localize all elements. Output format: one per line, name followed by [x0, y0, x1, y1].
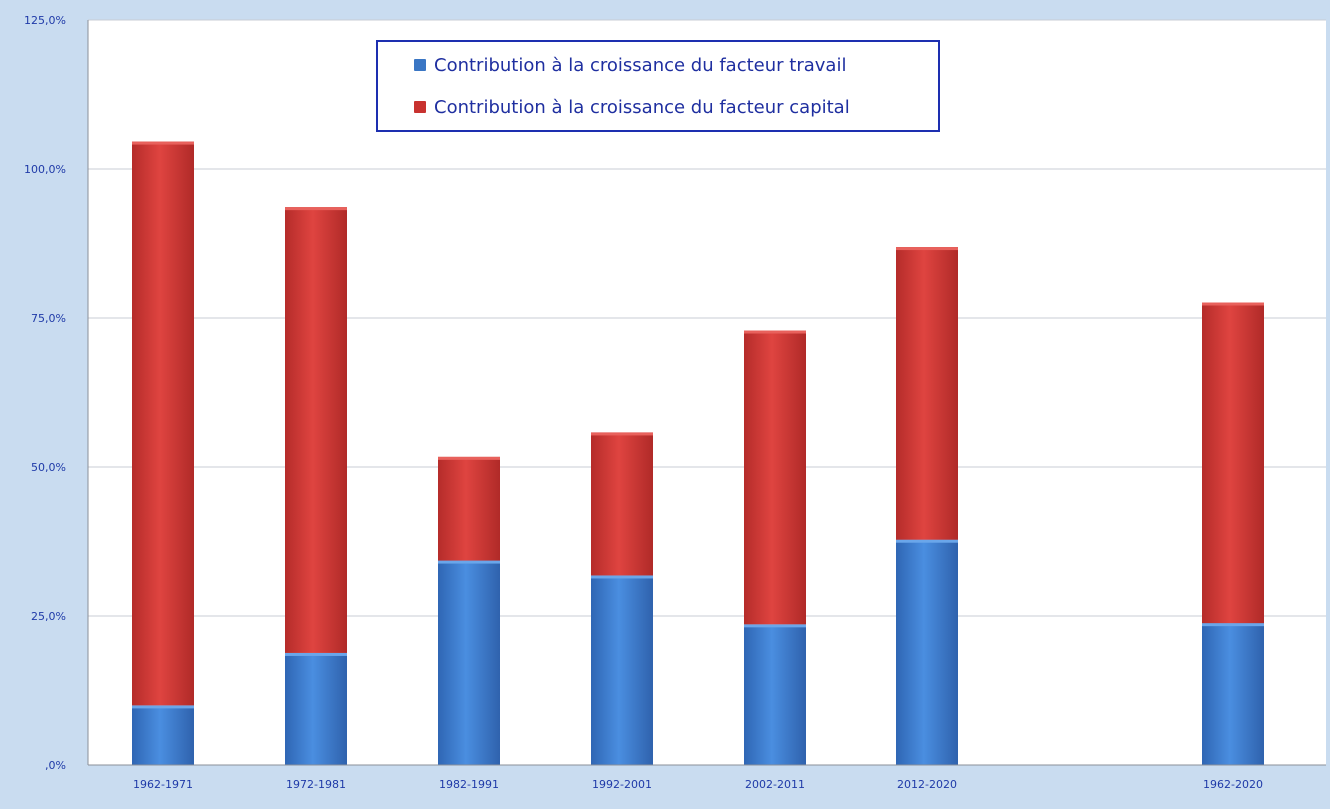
bar-travail [591, 575, 653, 765]
x-tick-label: 1982-1991 [439, 778, 499, 791]
bar-top-highlight [132, 705, 194, 709]
legend-swatch-travail [414, 59, 426, 71]
x-tick-label: 1972-1981 [286, 778, 346, 791]
bar-capital [591, 432, 653, 576]
y-tick-label: ,0% [45, 759, 66, 772]
bar-top-highlight [285, 207, 347, 211]
bar-top-highlight [744, 624, 806, 628]
bar-capital [1202, 302, 1264, 624]
x-tick-label: 1992-2001 [592, 778, 652, 791]
bar-top-highlight [744, 330, 806, 334]
bar-top-highlight [591, 575, 653, 579]
bar-top-highlight [438, 560, 500, 564]
bar-travail [132, 705, 194, 765]
x-tick-label: 2012-2020 [897, 778, 957, 791]
legend-swatch-capital [414, 101, 426, 113]
bar-travail [438, 560, 500, 765]
bar-capital [285, 207, 347, 653]
bar-top-highlight [896, 539, 958, 543]
bar-top-highlight [1202, 623, 1264, 627]
x-tick-label: 1962-2020 [1203, 778, 1263, 791]
legend-item-travail: Contribution à la croissance du facteur … [414, 50, 846, 80]
legend: Contribution à la croissance du facteur … [376, 40, 940, 132]
bar-top-highlight [1202, 302, 1264, 306]
bar-travail [744, 624, 806, 765]
bar-top-highlight [438, 456, 500, 460]
y-tick-label: 25,0% [31, 610, 66, 623]
x-tick-label: 1962-1971 [133, 778, 193, 791]
y-tick-label: 100,0% [24, 163, 66, 176]
legend-item-capital: Contribution à la croissance du facteur … [414, 92, 850, 122]
legend-label-travail: Contribution à la croissance du facteur … [434, 54, 847, 76]
bar-capital [438, 456, 500, 561]
axes: ,0% 25,0% 50,0% 75,0% 100,0% 125,0% 1962-1971 1… [24, 14, 1326, 791]
bar-capital [132, 141, 194, 706]
y-tick-label: 50,0% [31, 461, 66, 474]
bar-travail [896, 539, 958, 765]
bar-capital [896, 247, 958, 540]
y-tick-label: 75,0% [31, 312, 66, 325]
bar-top-highlight [132, 141, 194, 145]
bar-capital [744, 330, 806, 625]
bar-travail [1202, 623, 1264, 765]
bar-top-highlight [285, 652, 347, 656]
y-tick-label: 125,0% [24, 14, 66, 27]
bars [132, 141, 1264, 765]
legend-label-capital: Contribution à la croissance du facteur … [434, 96, 850, 118]
x-tick-label: 2002-2011 [745, 778, 805, 791]
bar-top-highlight [896, 247, 958, 251]
bar-top-highlight [591, 432, 653, 436]
bar-travail [285, 652, 347, 765]
